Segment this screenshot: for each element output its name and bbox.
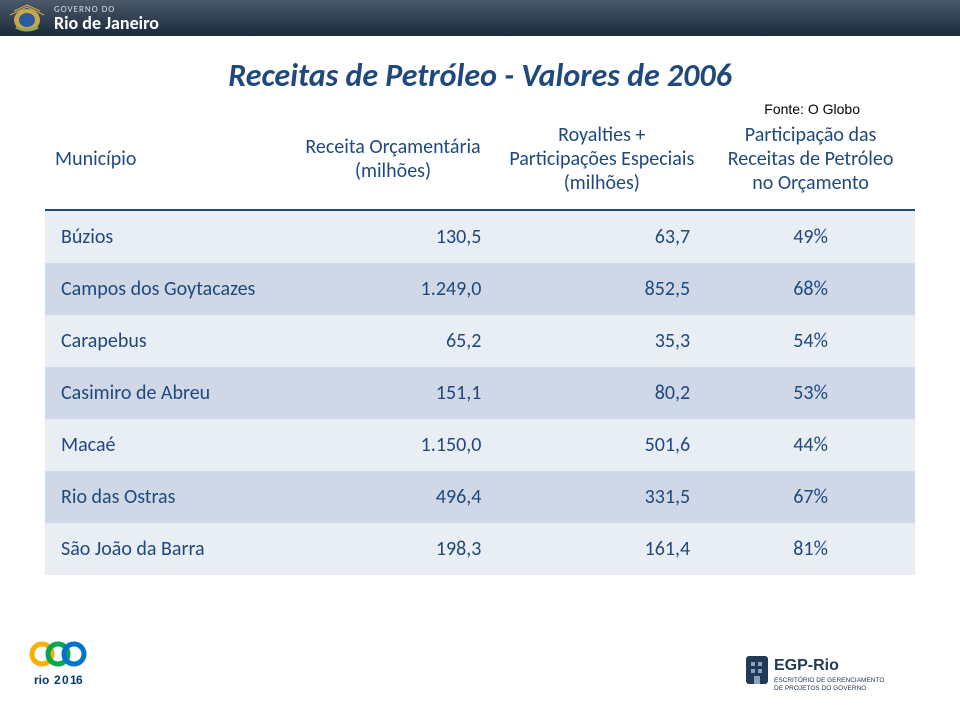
svg-text:EGP-Rio: EGP-Rio: [774, 657, 839, 674]
table-cell: 80,2: [497, 367, 706, 419]
table-row: Rio das Ostras496,4331,567%: [45, 471, 915, 523]
table-cell: 54%: [706, 315, 915, 367]
table-cell: 496,4: [289, 471, 498, 523]
table-cell: Rio das Ostras: [45, 471, 289, 523]
table-cell: 67%: [706, 471, 915, 523]
state-label: Rio de Janeiro: [54, 14, 159, 32]
table-cell: 1.150,0: [289, 419, 498, 471]
table-cell: Carapebus: [45, 315, 289, 367]
table-cell: 35,3: [497, 315, 706, 367]
footer: rio 2 0 1 6 EGP-Rio ESCRITÓRIO DE GERENC…: [0, 640, 960, 694]
table-cell: 65,2: [289, 315, 498, 367]
table-row: Casimiro de Abreu151,180,253%: [45, 367, 915, 419]
table-cell: Búzios: [45, 210, 289, 263]
table-row: Carapebus65,235,354%: [45, 315, 915, 367]
table-cell: 81%: [706, 523, 915, 575]
table-cell: Campos dos Goytacazes: [45, 263, 289, 315]
egp-rio-logo-icon: EGP-Rio ESCRITÓRIO DE GERENCIAMENTO DE P…: [746, 652, 926, 694]
table-header-row: Município Receita Orçamentária (milhões)…: [45, 117, 915, 210]
table-cell: Macaé: [45, 419, 289, 471]
col-municipio: Município: [45, 117, 289, 210]
table-row: São João da Barra198,3161,481%: [45, 523, 915, 575]
top-bar: GOVERNO DO Rio de Janeiro: [0, 0, 960, 36]
svg-text:DE PROJETOS DO GOVERNO: DE PROJETOS DO GOVERNO: [774, 685, 866, 692]
table-row: Macaé1.150,0501,644%: [45, 419, 915, 471]
table-cell: 151,1: [289, 367, 498, 419]
col-receita: Receita Orçamentária (milhões): [289, 117, 498, 210]
table-cell: 852,5: [497, 263, 706, 315]
rio2016-logo-icon: rio 2 0 1 6: [26, 640, 106, 694]
table-cell: 161,4: [497, 523, 706, 575]
svg-text:ESCRITÓRIO DE GERENCIAMENTO: ESCRITÓRIO DE GERENCIAMENTO: [774, 675, 884, 684]
table-cell: 130,5: [289, 210, 498, 263]
table-cell: 68%: [706, 263, 915, 315]
table-cell: 49%: [706, 210, 915, 263]
state-crest-icon: [4, 3, 50, 33]
table-cell: 331,5: [497, 471, 706, 523]
svg-text:2: 2: [54, 673, 61, 687]
svg-text:rio: rio: [34, 673, 49, 687]
table-cell: São João da Barra: [45, 523, 289, 575]
col-participacao: Participação das Receitas de Petróleo no…: [706, 117, 915, 210]
table-cell: 63,7: [497, 210, 706, 263]
govt-title-block: GOVERNO DO Rio de Janeiro: [54, 5, 159, 32]
slide-title: Receitas de Petróleo - Valores de 2006: [0, 56, 960, 95]
table-cell: 1.249,0: [289, 263, 498, 315]
table-cell: 44%: [706, 419, 915, 471]
col-royalties: Royalties + Participações Especiais (mil…: [497, 117, 706, 210]
revenue-table: Município Receita Orçamentária (milhões)…: [45, 117, 915, 575]
table-row: Búzios130,563,749%: [45, 210, 915, 263]
table-cell: 198,3: [289, 523, 498, 575]
table-row: Campos dos Goytacazes1.249,0852,568%: [45, 263, 915, 315]
svg-text:0: 0: [62, 673, 69, 687]
source-label: Fonte: O Globo: [0, 101, 960, 117]
table-cell: Casimiro de Abreu: [45, 367, 289, 419]
svg-text:6: 6: [76, 673, 83, 687]
table-cell: 501,6: [497, 419, 706, 471]
table-cell: 53%: [706, 367, 915, 419]
